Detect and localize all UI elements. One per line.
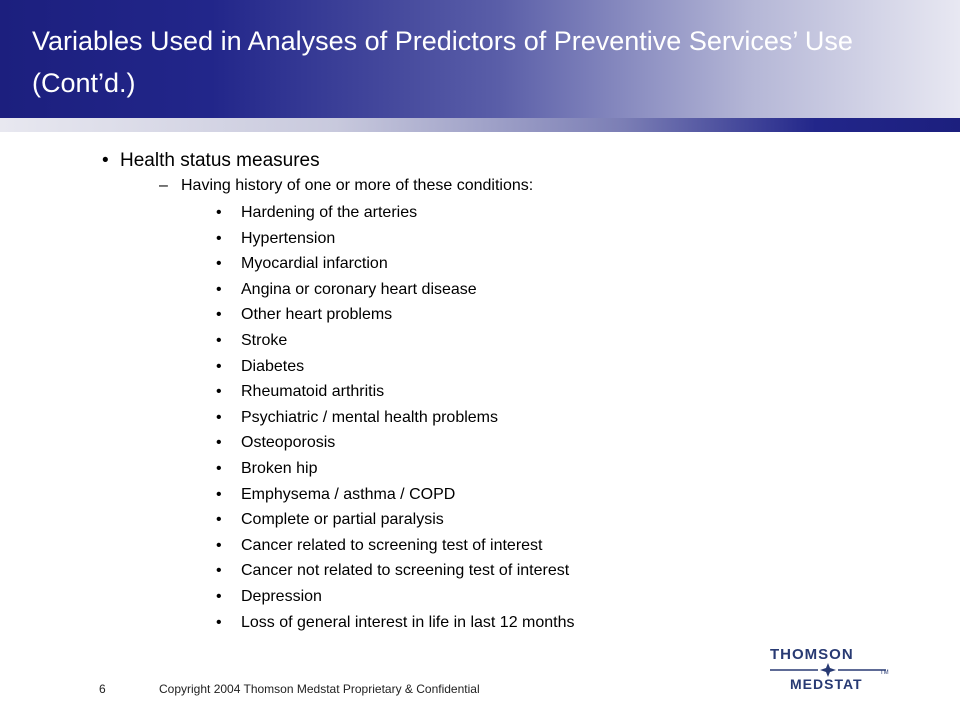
bullet-icon: • xyxy=(216,587,222,605)
condition-label: Other heart problems xyxy=(241,306,393,324)
bullet-icon: • xyxy=(216,434,222,452)
bullet-level-1: • Health status measures xyxy=(102,148,960,174)
bullet-icon: • xyxy=(216,485,222,503)
page-number: 6 xyxy=(99,682,106,696)
condition-item: • Osteoporosis xyxy=(216,430,960,456)
condition-label: Emphysema / asthma / COPD xyxy=(241,485,456,503)
condition-label: Cancer not related to screening test of … xyxy=(241,562,570,580)
bullet-icon: • xyxy=(216,255,222,273)
bullet-icon: • xyxy=(216,229,222,247)
logo-bottom-word: MEDSTAT xyxy=(790,676,863,692)
bullet-icon: • xyxy=(216,511,222,529)
condition-label: Complete or partial paralysis xyxy=(241,511,444,529)
condition-item: • Cancer related to screening test of int… xyxy=(216,533,960,559)
bullet-icon: • xyxy=(216,613,222,631)
condition-label: Osteoporosis xyxy=(241,434,336,452)
bullet-icon: • xyxy=(216,306,222,324)
condition-label: Rheumatoid arthritis xyxy=(241,383,385,401)
bullet-icon: • xyxy=(216,562,222,580)
condition-item: • Broken hip xyxy=(216,456,960,482)
level-1-text: Health status measures xyxy=(120,150,320,171)
thomson-medstat-logo: THOMSON MEDSTAT TM xyxy=(770,646,890,696)
bullet-icon: • xyxy=(216,357,222,375)
condition-item: • Angina or coronary heart disease xyxy=(216,277,960,303)
bullet-icon: • xyxy=(102,150,109,171)
trademark-mark: TM xyxy=(880,670,889,676)
condition-item: • Hypertension xyxy=(216,226,960,252)
slide-body: • Health status measures – Having histor… xyxy=(0,148,960,635)
condition-label: Stroke xyxy=(241,331,288,349)
dash-icon: – xyxy=(159,177,168,194)
condition-label: Cancer related to screening test of inte… xyxy=(241,536,543,554)
logo-top-word: THOMSON xyxy=(770,646,854,663)
condition-item: • Psychiatric / mental health problems xyxy=(216,405,960,431)
condition-item: • Stroke xyxy=(216,328,960,354)
condition-item: • Emphysema / asthma / COPD xyxy=(216,482,960,508)
logo-star-icon xyxy=(770,663,886,677)
bullet-icon: • xyxy=(216,408,222,426)
condition-item: • Depression xyxy=(216,584,960,610)
condition-item: • Rheumatoid arthritis xyxy=(216,379,960,405)
condition-item: • Myocardial infarction xyxy=(216,251,960,277)
condition-label: Hypertension xyxy=(241,229,336,247)
title-band xyxy=(0,0,960,118)
condition-item: • Other heart problems xyxy=(216,302,960,328)
condition-label: Loss of general interest in life in last… xyxy=(241,613,575,631)
bullet-icon: • xyxy=(216,459,222,477)
bullet-icon: • xyxy=(216,280,222,298)
condition-item: • Hardening of the arteries xyxy=(216,200,960,226)
condition-label: Broken hip xyxy=(241,459,318,477)
condition-item: • Diabetes xyxy=(216,354,960,380)
conditions-list: • Hardening of the arteries • Hypertension •… xyxy=(0,200,960,635)
bullet-icon: • xyxy=(216,383,222,401)
condition-label: Hardening of the arteries xyxy=(241,204,418,221)
condition-item: • Complete or partial paralysis xyxy=(216,507,960,533)
condition-item: • Loss of general interest in life in las… xyxy=(216,610,960,636)
condition-label: Depression xyxy=(241,587,322,605)
bullet-icon: • xyxy=(216,204,222,221)
condition-label: Myocardial infarction xyxy=(241,255,388,273)
bullet-icon: • xyxy=(216,331,222,349)
bullet-level-2: – Having history of one or more of these… xyxy=(159,174,960,198)
slide-title: Variables Used in Analyses of Predictors… xyxy=(32,26,853,98)
title-rule xyxy=(0,118,960,132)
condition-label: Diabetes xyxy=(241,357,305,375)
copyright-notice: Copyright 2004 Thomson Medstat Proprieta… xyxy=(159,682,480,696)
bullet-icon: • xyxy=(216,536,222,554)
condition-label: Angina or coronary heart disease xyxy=(241,280,477,298)
condition-item: • Cancer not related to screening test of… xyxy=(216,558,960,584)
level-2-text: Having history of one or more of these c… xyxy=(181,177,534,194)
condition-label: Psychiatric / mental health problems xyxy=(241,408,498,426)
